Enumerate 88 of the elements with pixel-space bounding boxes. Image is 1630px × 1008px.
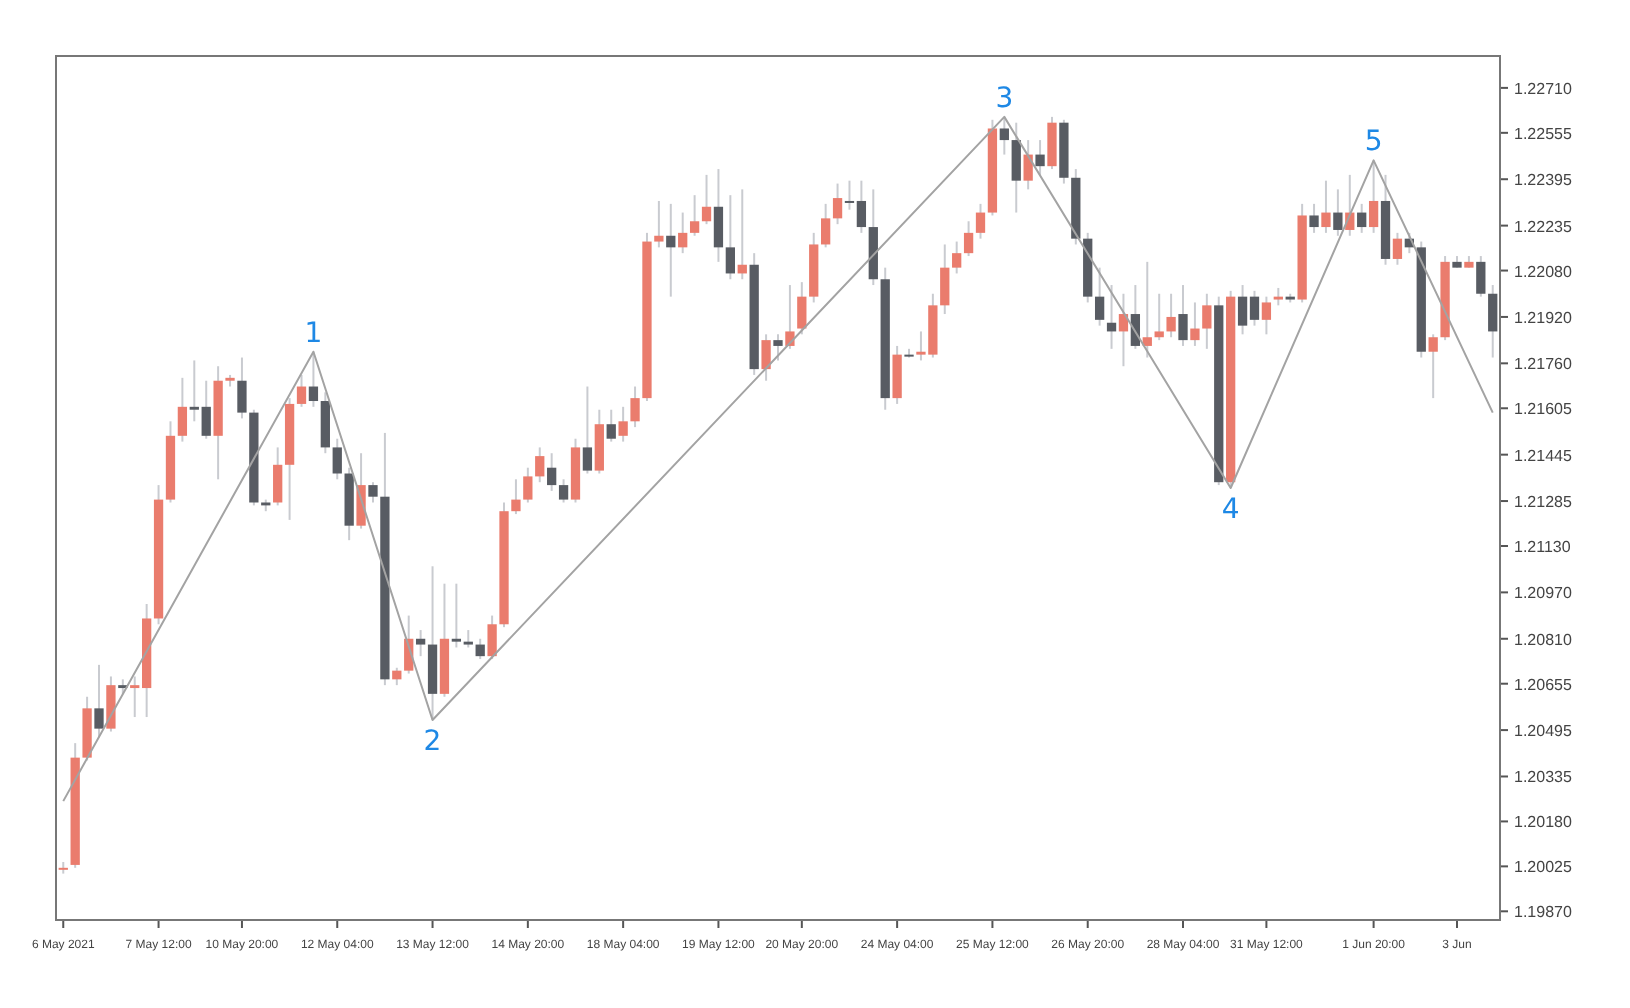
- candlestick: [689, 194, 700, 237]
- candlestick: [368, 481, 378, 504]
- y-tick-label: 1.20180: [1514, 813, 1573, 832]
- candlestick: [106, 675, 116, 733]
- candlestick: [713, 168, 724, 263]
- y-tick-label: 1.20025: [1514, 858, 1573, 877]
- y-tick-label: 1.21605: [1514, 400, 1573, 419]
- candlestick: [785, 284, 795, 350]
- candlestick: [1166, 292, 1176, 339]
- candlestick: [1357, 202, 1367, 234]
- candlestick: [1011, 121, 1021, 214]
- candlestick: [475, 637, 485, 661]
- y-tick-label: 1.22235: [1514, 217, 1573, 236]
- candlestick: [1142, 260, 1152, 359]
- candlestick: [1202, 292, 1212, 350]
- candlestick: [332, 437, 342, 481]
- candlestick: [558, 478, 569, 504]
- candlestick: [320, 391, 330, 455]
- annotation: 1: [304, 317, 323, 350]
- candlestick: [618, 405, 628, 443]
- candlestick: [892, 344, 902, 405]
- y-tick-label: 1.20970: [1514, 584, 1573, 603]
- candlestick: [1035, 139, 1045, 176]
- candlestick: [511, 478, 521, 516]
- candlestick: [487, 614, 497, 661]
- candlestick: [1392, 231, 1403, 266]
- candlestick: [237, 356, 247, 420]
- candlestick: [582, 385, 593, 475]
- candlestick: [725, 194, 735, 281]
- y-tick-label: 1.21920: [1514, 308, 1573, 327]
- candlestick: [1094, 266, 1105, 327]
- candlestick: [94, 663, 104, 739]
- candlestick: [1190, 301, 1200, 347]
- annotation: 5: [1364, 126, 1383, 159]
- y-tick-label: 1.22395: [1514, 171, 1573, 190]
- candlestick: [1428, 333, 1438, 400]
- candlestick: [177, 376, 188, 443]
- candlestick: [940, 243, 950, 316]
- y-tick-label: 1.21445: [1514, 446, 1573, 465]
- line-series: [62, 115, 1494, 803]
- candlestick: [654, 199, 664, 249]
- candlestick: [952, 240, 962, 275]
- candlestick: [1333, 188, 1343, 237]
- y-tick-label: 1.20810: [1514, 630, 1573, 649]
- candlestick: [1047, 115, 1057, 171]
- candlestick: [797, 281, 807, 336]
- candlestick: [678, 211, 688, 255]
- y-tick-label: 1.21760: [1514, 355, 1573, 374]
- candlestick: [999, 115, 1009, 156]
- candlestick: [523, 466, 533, 504]
- candlestick: [1321, 179, 1331, 234]
- candlestick: [821, 202, 831, 249]
- candlestick: [1476, 255, 1486, 298]
- candlestick: [832, 182, 843, 226]
- annotation: 4: [1221, 494, 1240, 526]
- y-tick-label: 1.20495: [1514, 722, 1573, 741]
- candlestick: [535, 446, 545, 484]
- y-tick-label: 1.22080: [1514, 262, 1573, 281]
- candlestick: [1309, 202, 1319, 234]
- y-tick-label: 1.19870: [1514, 903, 1573, 922]
- candlestick: [963, 220, 974, 258]
- candlestick: [666, 202, 676, 298]
- y-tick-label: 1.20655: [1514, 675, 1573, 694]
- candlestick: [773, 333, 783, 362]
- annotation: 3: [995, 82, 1014, 115]
- candlestick: [1178, 284, 1188, 347]
- y-tick-label: 1.21285: [1514, 493, 1573, 512]
- candlestick: [451, 582, 462, 649]
- candlestick: [547, 452, 557, 492]
- candlestick: [606, 408, 616, 443]
- annotation: 2: [423, 725, 442, 758]
- candlestick: [273, 446, 283, 507]
- candlestick: [296, 373, 307, 408]
- y-tick-label: 1.22555: [1514, 124, 1573, 143]
- candlestick: [1154, 292, 1164, 342]
- y-tick-label: 1.22710: [1514, 79, 1573, 98]
- candlestick: [630, 385, 640, 429]
- candlestick: [1368, 159, 1379, 234]
- candlestick: [308, 350, 319, 408]
- candlestick: [594, 408, 604, 475]
- candlestick: [1261, 295, 1272, 336]
- candlestick: [975, 202, 986, 240]
- candlestick: [761, 333, 771, 382]
- y-tick-label: 1.20335: [1514, 768, 1573, 787]
- y-tick-label: 1.21130: [1514, 537, 1572, 556]
- candlestick: [415, 629, 426, 658]
- candlestick: [1488, 284, 1498, 359]
- candlestick: [701, 173, 712, 226]
